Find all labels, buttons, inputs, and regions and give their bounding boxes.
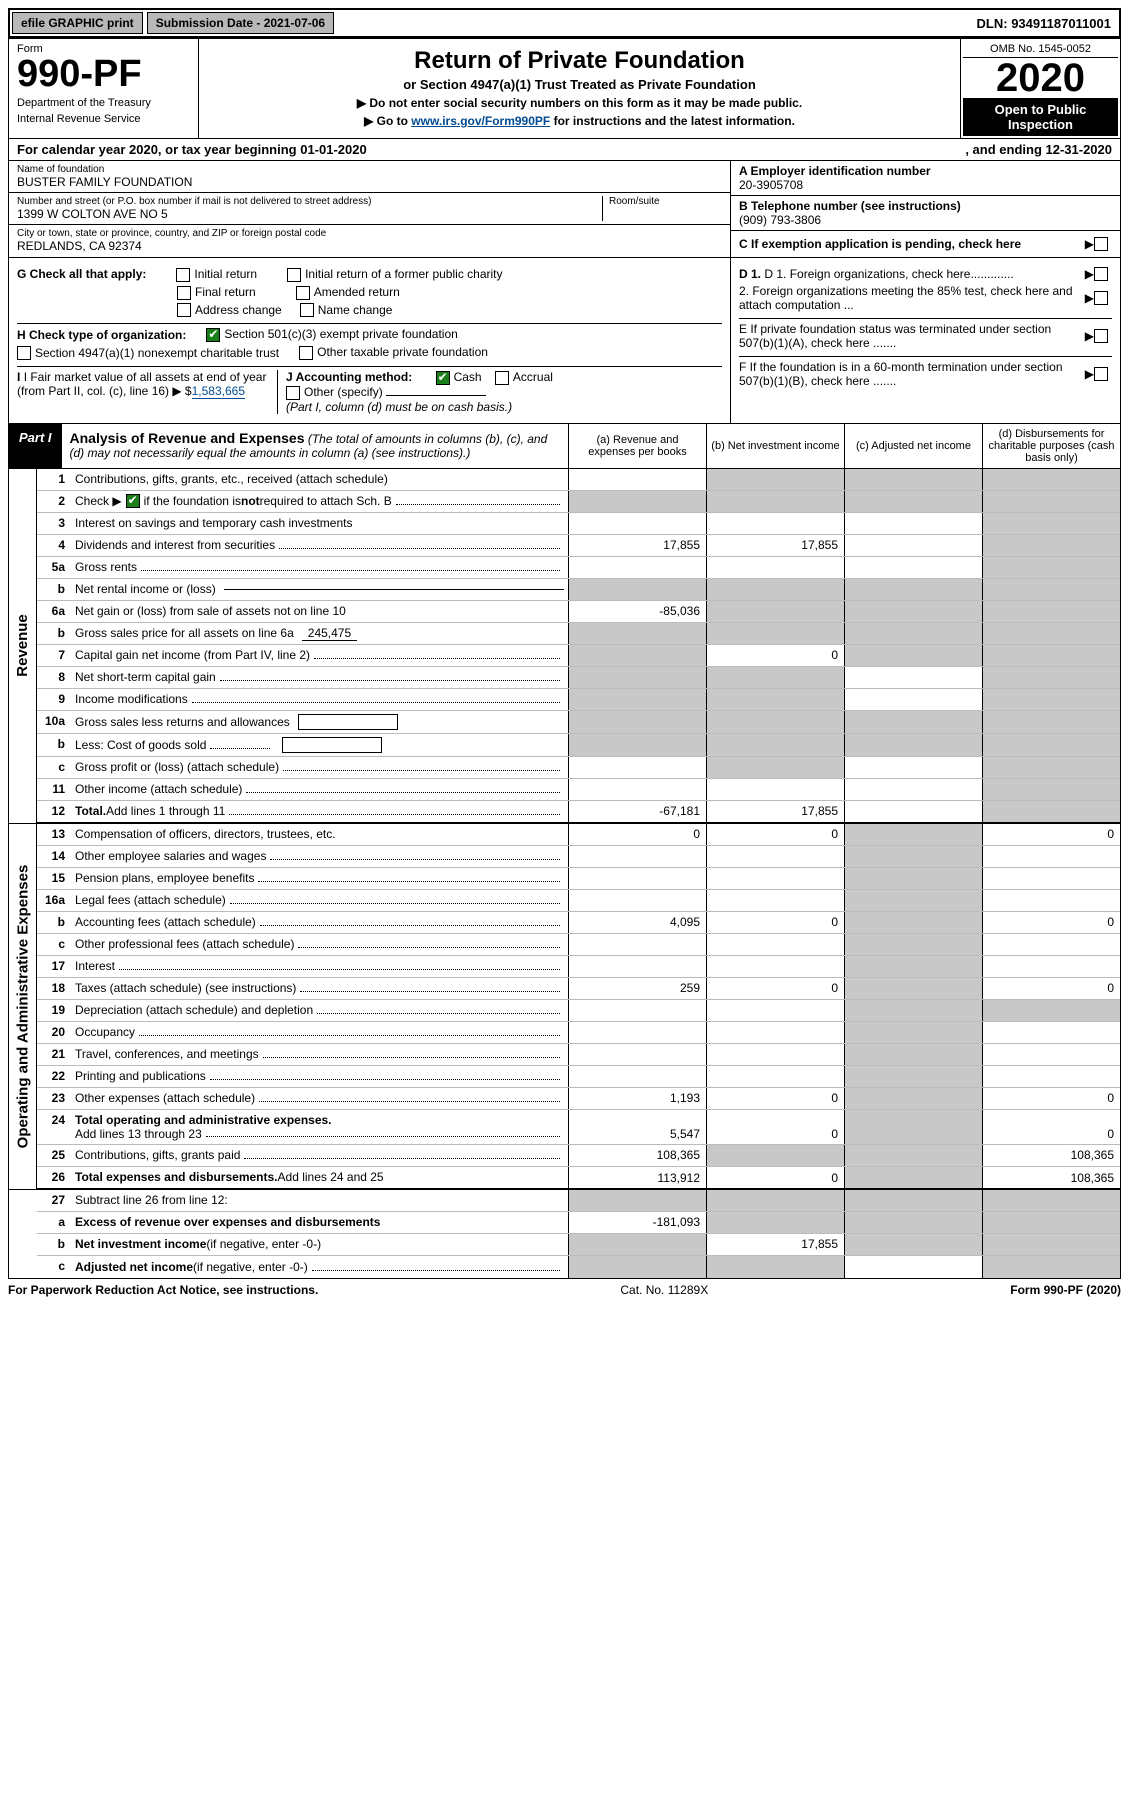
r25-a: 108,365 <box>568 1145 706 1166</box>
chk-addr-change[interactable] <box>177 303 191 317</box>
footer-mid: Cat. No. 11289X <box>620 1283 708 1297</box>
c-label: C If exemption application is pending, c… <box>739 237 1085 251</box>
chk-schb[interactable] <box>126 494 140 508</box>
chk-d1[interactable] <box>1094 267 1108 281</box>
chk-final[interactable] <box>177 286 191 300</box>
form-header: Form 990-PF Department of the Treasury I… <box>8 38 1121 139</box>
r27a-a: -181,093 <box>568 1212 706 1233</box>
chk-cash[interactable] <box>436 371 450 385</box>
footer-left: For Paperwork Reduction Act Notice, see … <box>8 1283 318 1297</box>
revenue-table: Revenue 1Contributions, gifts, grants, e… <box>8 469 1121 824</box>
form-link[interactable]: www.irs.gov/Form990PF <box>411 114 550 128</box>
r13-a: 0 <box>568 824 706 845</box>
ein-value: 20-3905708 <box>739 178 1112 192</box>
r23-a: 1,193 <box>568 1088 706 1109</box>
fmv-value: 1,583,665 <box>192 384 245 399</box>
r4-b: 17,855 <box>706 535 844 556</box>
r26-a: 113,912 <box>568 1167 706 1188</box>
tel-value: (909) 793-3806 <box>739 213 1112 227</box>
r24-d: 0 <box>982 1110 1120 1144</box>
r26-d: 108,365 <box>982 1167 1120 1188</box>
r16b-d: 0 <box>982 912 1120 933</box>
chk-e[interactable] <box>1094 329 1108 343</box>
j-note: (Part I, column (d) must be on cash basi… <box>286 400 722 414</box>
r6b-val: 245,475 <box>302 626 357 641</box>
col-b-head: (b) Net investment income <box>706 424 844 468</box>
chk-initial[interactable] <box>176 268 190 282</box>
e-label: E If private foundation status was termi… <box>739 322 1085 350</box>
chk-initial-former[interactable] <box>287 268 301 282</box>
efile-btn[interactable]: efile GRAPHIC print <box>12 12 143 34</box>
subdate-badge: Submission Date - 2021-07-06 <box>147 12 334 34</box>
f-label: F If the foundation is in a 60-month ter… <box>739 360 1085 388</box>
r23-d: 0 <box>982 1088 1120 1109</box>
r12-a: -67,181 <box>568 801 706 822</box>
foundation-name: BUSTER FAMILY FOUNDATION <box>17 175 722 189</box>
r24-a: 5,547 <box>568 1110 706 1144</box>
chk-other-taxable[interactable] <box>299 346 313 360</box>
col-d-head: (d) Disbursements for charitable purpose… <box>982 424 1120 468</box>
instr-1: ▶ Do not enter social security numbers o… <box>205 96 954 110</box>
footer: For Paperwork Reduction Act Notice, see … <box>8 1279 1121 1301</box>
form-subtitle: or Section 4947(a)(1) Trust Treated as P… <box>205 77 954 92</box>
footer-right: Form 990-PF (2020) <box>1010 1283 1121 1297</box>
r24-b: 0 <box>706 1110 844 1144</box>
c-checkbox[interactable] <box>1094 237 1108 251</box>
part1-header: Part I Analysis of Revenue and Expenses … <box>8 424 1121 469</box>
chk-amended[interactable] <box>296 286 310 300</box>
tax-year: 2020 <box>963 58 1118 98</box>
r4-a: 17,855 <box>568 535 706 556</box>
instr-2: ▶ Go to www.irs.gov/Form990PF for instru… <box>205 114 954 128</box>
chk-other-acct[interactable] <box>286 386 300 400</box>
r23-b: 0 <box>706 1088 844 1109</box>
addr-label: Number and street (or P.O. box number if… <box>17 196 602 207</box>
j-label: J Accounting method: <box>286 370 412 384</box>
addr-value: 1399 W COLTON AVE NO 5 <box>17 207 602 221</box>
r18-d: 0 <box>982 978 1120 999</box>
form-title: Return of Private Foundation <box>205 47 954 75</box>
expenses-table: Operating and Administrative Expenses 13… <box>8 824 1121 1190</box>
chk-d2[interactable] <box>1094 291 1108 305</box>
h-label: H Check type of organization: <box>17 328 186 342</box>
r27b-b: 17,855 <box>706 1234 844 1255</box>
calendar-row: For calendar year 2020, or tax year begi… <box>8 139 1121 161</box>
tel-label: B Telephone number (see instructions) <box>739 199 1112 213</box>
dln-label: DLN: 93491187011001 <box>969 13 1119 34</box>
city-label: City or town, state or province, country… <box>17 228 722 239</box>
dept-label: Department of the Treasury <box>17 97 190 109</box>
chk-f[interactable] <box>1094 367 1108 381</box>
irs-label: Internal Revenue Service <box>17 113 190 125</box>
ein-label: A Employer identification number <box>739 164 1112 178</box>
topbar: efile GRAPHIC print Submission Date - 20… <box>8 8 1121 38</box>
chk-accrual[interactable] <box>495 371 509 385</box>
r13-d: 0 <box>982 824 1120 845</box>
r25-d: 108,365 <box>982 1145 1120 1166</box>
chk-name-change[interactable] <box>300 303 314 317</box>
line27-table: 27Subtract line 26 from line 12: aExcess… <box>8 1190 1121 1279</box>
r6a-a: -85,036 <box>568 601 706 622</box>
r12-b: 17,855 <box>706 801 844 822</box>
r7-b: 0 <box>706 645 844 666</box>
part1-badge: Part I <box>9 424 62 468</box>
col-a-head: (a) Revenue and expenses per books <box>568 424 706 468</box>
checks-block: G Check all that apply: Initial return I… <box>8 258 1121 424</box>
r18-a: 259 <box>568 978 706 999</box>
chk-501c3[interactable] <box>206 328 220 342</box>
info-block: Name of foundation BUSTER FAMILY FOUNDAT… <box>8 161 1121 258</box>
r16b-b: 0 <box>706 912 844 933</box>
revenue-side-label: Revenue <box>9 469 37 823</box>
open-public-badge: Open to Public Inspection <box>963 98 1118 136</box>
r16b-a: 4,095 <box>568 912 706 933</box>
name-label: Name of foundation <box>17 164 722 175</box>
city-value: REDLANDS, CA 92374 <box>17 239 722 253</box>
r13-b: 0 <box>706 824 844 845</box>
col-c-head: (c) Adjusted net income <box>844 424 982 468</box>
form-number: 990-PF <box>17 55 190 93</box>
room-label: Room/suite <box>609 196 722 207</box>
expenses-side-label: Operating and Administrative Expenses <box>9 824 37 1189</box>
g-label: G Check all that apply: <box>17 267 146 281</box>
r26-b: 0 <box>706 1167 844 1188</box>
chk-4947[interactable] <box>17 346 31 360</box>
r18-b: 0 <box>706 978 844 999</box>
